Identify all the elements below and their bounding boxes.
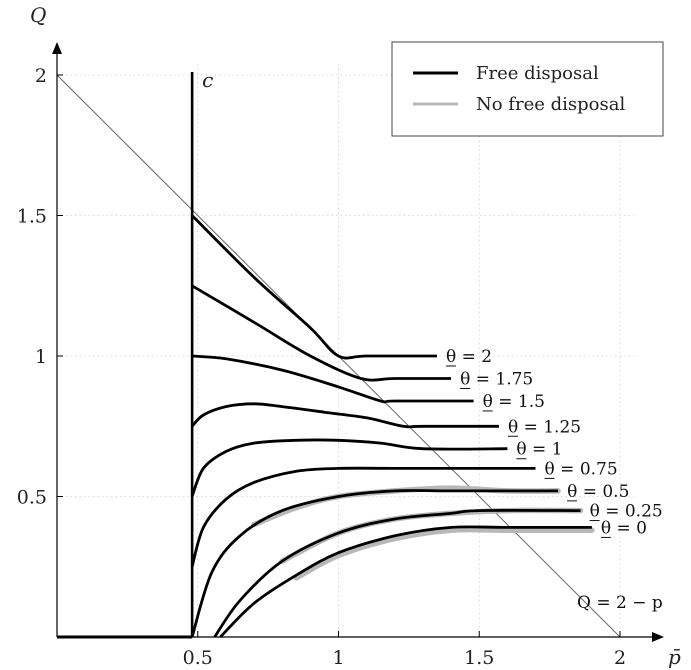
reference-layer: Q = 2 − p c bbox=[57, 68, 663, 637]
free-disposal-curve bbox=[192, 468, 535, 567]
y-tick-label: 0.5 bbox=[17, 487, 47, 509]
ticks-layer: 0.5 1 1.5 2 0.5 1 1.5 2 bbox=[17, 65, 626, 669]
curve-label: θ = 1.5 bbox=[483, 392, 545, 412]
y-tick-label: 1 bbox=[35, 346, 47, 368]
legend-label-no-free-disposal: No free disposal bbox=[476, 94, 625, 115]
x-tick-label: 1.5 bbox=[464, 647, 494, 669]
free-disposal-curve bbox=[192, 404, 499, 427]
curve-label: θ = 1.25 bbox=[508, 417, 581, 437]
y-tick-label: 2 bbox=[35, 65, 47, 87]
curve-label: θ = 1.75 bbox=[460, 369, 533, 389]
curve-label: θ = 0.5 bbox=[567, 482, 629, 502]
vertical-line-label: c bbox=[202, 68, 213, 92]
y-tick-label: 1.5 bbox=[17, 206, 47, 228]
legend-box bbox=[392, 42, 663, 136]
x-tick-label: 1 bbox=[332, 647, 344, 669]
legend: Free disposal No free disposal bbox=[392, 42, 663, 136]
x-tick-label: 2 bbox=[614, 647, 626, 669]
free-disposal-curve bbox=[192, 286, 451, 380]
legend-label-free-disposal: Free disposal bbox=[476, 63, 599, 84]
free-disposal-curve bbox=[192, 216, 437, 359]
curve-label: θ = 1 bbox=[516, 440, 562, 460]
y-axis-arrow bbox=[52, 42, 62, 54]
free-disposal-curve bbox=[220, 527, 592, 637]
x-axis-title: p̄ bbox=[668, 645, 681, 669]
curve-label: θ = 0 bbox=[601, 518, 647, 538]
x-axis-arrow bbox=[652, 632, 664, 642]
reference-line-label: Q = 2 − p bbox=[577, 593, 663, 613]
no-free-disposal-curve bbox=[296, 530, 592, 578]
y-axis-title: Q bbox=[30, 3, 46, 27]
no-free-disposal-layer bbox=[254, 488, 592, 578]
curve-label: θ = 2 bbox=[446, 347, 492, 367]
curve-label: θ = 0.75 bbox=[545, 459, 618, 479]
x-tick-label: 0.5 bbox=[183, 647, 213, 669]
